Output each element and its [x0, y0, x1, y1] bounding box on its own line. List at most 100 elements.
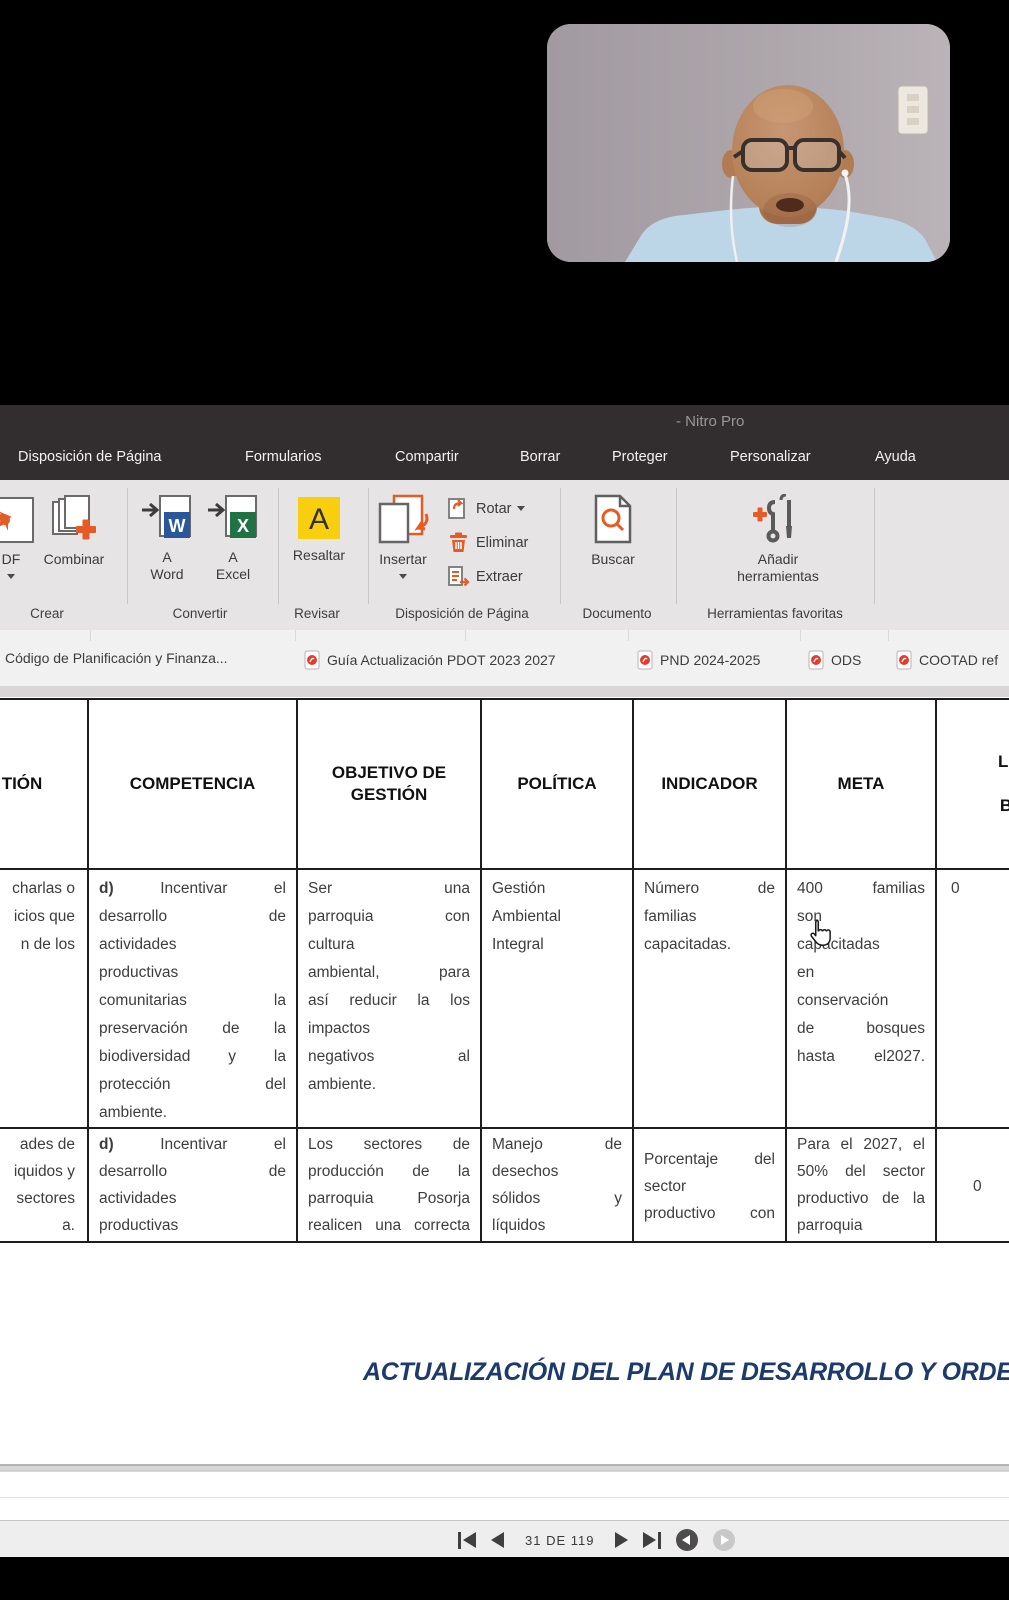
cell-objetivo: Ser una parroquia con cultura ambiental,…: [296, 868, 482, 1129]
tab-separator: [628, 630, 629, 641]
doc-tab-cootad[interactable]: COOTAD ref: [896, 650, 998, 670]
status-bar: 31 DE 119: [0, 1520, 1009, 1557]
list-marker: d): [99, 880, 114, 897]
svg-text:A: A: [309, 503, 329, 536]
webcam-overlay: [547, 24, 950, 262]
first-page-button[interactable]: [458, 1531, 476, 1549]
cell-meta: 400 familias son capacitadas en conserva…: [785, 868, 937, 1129]
col-header-objetivo: OBJETIVO DE GESTIÓN: [296, 698, 482, 870]
a-word-button[interactable]: W A Word: [136, 494, 198, 583]
ribbon-group-disposicion: Disposición de Página: [395, 606, 529, 621]
cell-politica: Gestión Ambiental Integral: [480, 868, 634, 1129]
ribbon-group-revisar: Revisar: [294, 606, 340, 621]
doc-tab-ods[interactable]: ODS: [808, 650, 861, 670]
convert-to-excel-icon: X: [208, 495, 257, 538]
view-back-button[interactable]: [676, 1529, 699, 1551]
col-header-indicador: INDICADOR: [632, 698, 787, 870]
tab-compartir[interactable]: Compartir: [395, 449, 459, 465]
page-navigation: 31 DE 119: [458, 1529, 736, 1551]
anadir-herramientas-button[interactable]: Añadir herramientas: [722, 493, 834, 585]
highlighter-icon: A: [298, 497, 340, 539]
search-document-icon: [594, 494, 632, 544]
next-page-button[interactable]: [615, 1532, 629, 1548]
col-header-gestion: TIÓN: [0, 698, 89, 870]
svg-text:W: W: [169, 516, 186, 536]
view-forward-button[interactable]: [713, 1529, 736, 1551]
back-arrow-icon: [682, 1535, 691, 1545]
col-header-meta: META: [785, 698, 937, 870]
window-title: - Nitro Pro: [676, 413, 745, 430]
tab-separator: [800, 630, 801, 641]
bottom-letterbox: [0, 1557, 1009, 1600]
pdf-file-icon: [637, 650, 653, 670]
tab-separator: [465, 630, 466, 641]
combine-pages-icon: [52, 495, 96, 540]
list-marker: d): [99, 1136, 114, 1153]
cell-text: Incentivar el desarrollo de actividades …: [99, 880, 286, 1121]
doc-tab-guia-actualizacion-pdot[interactable]: Guía Actualización PDOT 2023 2027: [304, 650, 556, 670]
a-excel-button[interactable]: X A Excel: [202, 494, 264, 583]
ribbon-group-herramientas-favoritas: Herramientas favoritas: [707, 606, 843, 621]
hand-pointer-cursor: [810, 919, 831, 946]
tab-personalizar[interactable]: Personalizar: [730, 449, 811, 465]
crear-pdf-button[interactable]: DF: [0, 494, 38, 586]
tab-separator: [295, 630, 296, 641]
pdf-file-icon: [896, 650, 912, 670]
earbud-wire-right: [834, 173, 851, 262]
cell-indicador: Porcentaje del sector productivo con: [632, 1127, 787, 1243]
last-page-button[interactable]: [643, 1531, 662, 1549]
page-edge: [0, 1464, 1009, 1466]
earbud-wire-left: [729, 175, 739, 262]
tab-formularios[interactable]: Formularios: [245, 449, 322, 465]
next-page-top: [0, 1472, 1009, 1520]
table-row: ades de iquidos y sectores a. d) Incenti…: [0, 1127, 1009, 1243]
cell-linea-de-base: 0: [935, 868, 1009, 1129]
presenter-person: [625, 85, 937, 262]
cell-gestion: charlas o icios que n de los: [0, 868, 89, 1129]
eliminar-button[interactable]: Eliminar: [447, 531, 528, 554]
ribbon-tab-bar: Disposición de Página Formularios Compar…: [0, 438, 1009, 480]
resaltar-button[interactable]: A Resaltar: [284, 496, 354, 564]
dropdown-caret-icon: [399, 574, 407, 580]
rotate-page-icon: [448, 498, 465, 519]
insert-pages-icon: [378, 494, 429, 544]
group-separator: [676, 488, 677, 604]
cell-indicador: Número de familias capacitadas.: [632, 868, 787, 1129]
cell-gestion: ades de iquidos y sectores a.: [0, 1127, 89, 1243]
light-switch: [897, 85, 929, 135]
dropdown-caret-icon: [517, 506, 526, 511]
tab-proteger[interactable]: Proteger: [612, 449, 668, 465]
extraer-button[interactable]: Extraer: [447, 565, 523, 588]
earbud: [841, 169, 849, 177]
tab-borrar[interactable]: Borrar: [520, 449, 561, 465]
convert-to-word-icon: W: [142, 495, 191, 538]
group-separator: [560, 488, 561, 604]
ribbon-group-documento: Documento: [582, 606, 652, 621]
doc-tab-codigo-planificacion[interactable]: Código de Planificación y Finanza...: [5, 650, 228, 666]
pdot-table: TIÓN COMPETENCIA OBJETIVO DE GESTIÓN POL…: [0, 698, 1009, 1243]
group-separator: [278, 488, 279, 604]
presenter-video: [547, 24, 950, 262]
extract-page-icon: [448, 566, 470, 587]
combinar-button[interactable]: Combinar: [28, 494, 120, 568]
col-header-competencia: COMPETENCIA: [87, 698, 298, 870]
doc-tab-pnd[interactable]: PND 2024-2025: [637, 650, 760, 670]
group-separator: [874, 488, 875, 604]
previous-page-button[interactable]: [491, 1532, 504, 1548]
buscar-button[interactable]: Buscar: [580, 494, 646, 568]
cell-competencia: d) Incentivar el desarrollo de actividad…: [87, 868, 298, 1129]
pdf-file-icon: [808, 650, 824, 670]
cell-objetivo: Los sectores de producción de la parroqu…: [296, 1127, 482, 1243]
document-view[interactable]: TIÓN COMPETENCIA OBJETIVO DE GESTIÓN POL…: [0, 686, 1009, 1520]
tab-ayuda[interactable]: Ayuda: [875, 449, 916, 465]
ribbon-group-crear: Crear: [30, 606, 64, 621]
rotar-button[interactable]: Rotar: [447, 497, 526, 520]
page-edge: [0, 1497, 1009, 1498]
page-title: ACTUALIZACIÓN DEL PLAN DE DESARROLLO Y O…: [363, 1358, 1009, 1386]
insertar-button[interactable]: Insertar: [368, 494, 438, 586]
table-header-row: TIÓN COMPETENCIA OBJETIVO DE GESTIÓN POL…: [0, 698, 1009, 870]
table-row: charlas o icios que n de los d) Incentiv…: [0, 868, 1009, 1129]
tab-disposicion-de-pagina[interactable]: Disposición de Página: [18, 449, 162, 465]
delete-trash-icon: [450, 532, 467, 552]
